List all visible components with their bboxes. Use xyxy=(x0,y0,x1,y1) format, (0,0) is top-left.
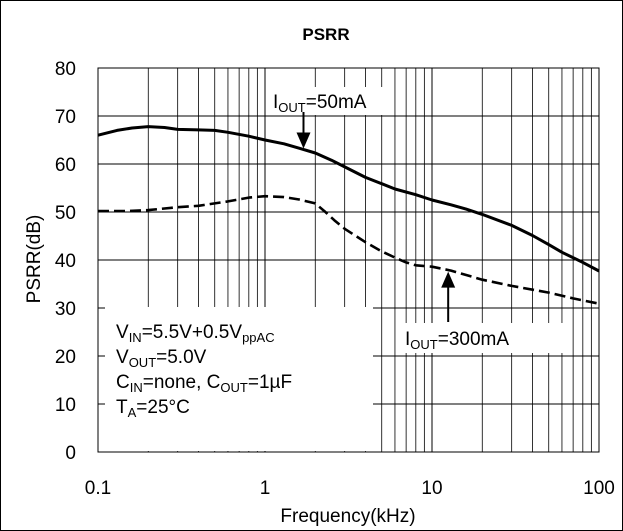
series-line-50ma xyxy=(97,125,600,273)
y-tick-label: 40 xyxy=(55,251,76,272)
condition-line: VOUT=5.0V xyxy=(116,347,207,370)
label-bg xyxy=(400,323,572,353)
y-tick-labels: 0 10 20 30 40 50 60 70 80 xyxy=(55,59,76,464)
y-tick-label: 30 xyxy=(55,299,76,320)
condition-line: CIN=none, COUT=1µF xyxy=(116,372,292,395)
condition-line: VIN=5.5V+0.5VppAC xyxy=(116,322,275,345)
x-tick-label: 1 xyxy=(260,478,271,499)
label-50ma: IOUT=50mA xyxy=(273,92,367,115)
y-tick-label: 50 xyxy=(55,203,76,224)
y-axis-label: PSRR(dB) xyxy=(24,215,45,304)
annotations: IOUT=50mA IOUT=300mA xyxy=(268,87,572,353)
series-line-300ma xyxy=(98,194,600,305)
conditions-box-bg xyxy=(105,307,373,451)
arrow-head-300ma xyxy=(441,271,456,288)
y-tick-label: 20 xyxy=(55,347,76,368)
x-axis-label: Frequency(kHz) xyxy=(280,506,415,527)
y-tick-label: 70 xyxy=(55,107,76,128)
y-tick-label: 80 xyxy=(55,59,76,80)
x-tick-label: 10 xyxy=(421,478,442,499)
condition-line: TA=25°C xyxy=(116,397,190,420)
y-tick-label: 10 xyxy=(55,395,76,416)
plot-area-border xyxy=(97,67,600,453)
chart-title: PSRR xyxy=(302,25,349,44)
label-bg xyxy=(268,87,394,115)
arrow-head-50ma xyxy=(296,132,311,149)
y-tick-label: 0 xyxy=(65,443,76,464)
x-tick-label: 0.1 xyxy=(85,478,111,499)
x-tick-label: 100 xyxy=(583,478,615,499)
x-tick-labels: 0.1 1 10 100 xyxy=(85,478,615,499)
label-300ma: IOUT=300mA xyxy=(405,329,509,352)
series-layer xyxy=(97,125,600,305)
y-tick-label: 60 xyxy=(55,155,76,176)
